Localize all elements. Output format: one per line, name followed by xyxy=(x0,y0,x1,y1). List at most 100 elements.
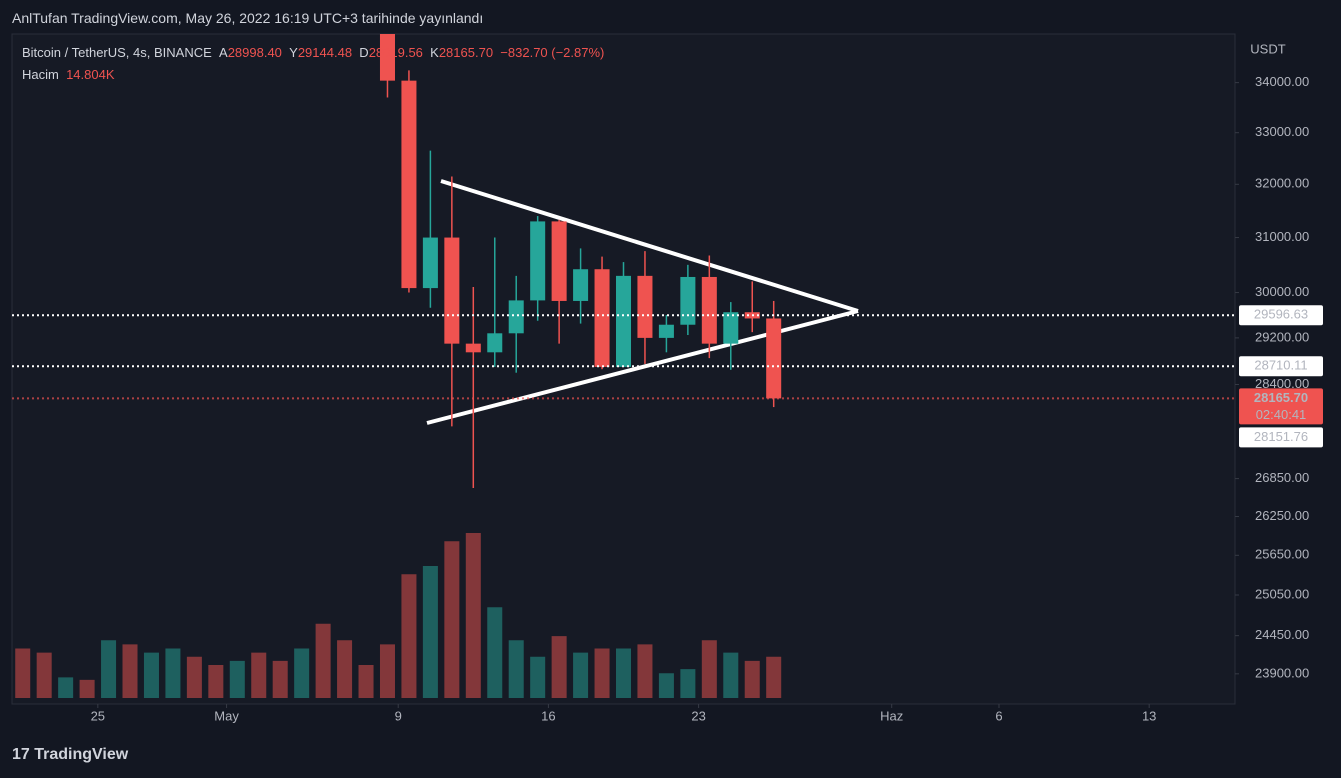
volume-bar xyxy=(315,623,331,698)
volume-bar xyxy=(744,660,760,698)
candle-body xyxy=(658,324,674,338)
x-tick-label: May xyxy=(214,708,239,723)
volume-bar xyxy=(637,644,653,698)
volume-bar xyxy=(36,652,52,698)
candle-body xyxy=(680,276,696,325)
y-tick-label: 29200.00 xyxy=(1255,329,1309,344)
volume-bar xyxy=(58,677,74,698)
candle-body xyxy=(723,312,739,344)
volume-bar xyxy=(594,648,610,698)
candle-body xyxy=(594,269,610,367)
volume-bar xyxy=(487,607,503,698)
y-tick-label: 33000.00 xyxy=(1255,124,1309,139)
volume-legend: Hacim 14.804K xyxy=(22,67,115,82)
volume-bar xyxy=(79,679,95,698)
x-tick-label: 23 xyxy=(691,708,705,723)
open-value: 28998.40 xyxy=(227,45,282,60)
volume-bar xyxy=(251,652,267,698)
triangle-upper-line xyxy=(440,179,859,313)
candle-body xyxy=(508,300,524,334)
countdown: 02:40:41 xyxy=(1256,407,1307,422)
volume-label: Hacim xyxy=(22,67,59,82)
volume-bar xyxy=(186,656,202,698)
y-tick-label: 30000.00 xyxy=(1255,284,1309,299)
volume-bar xyxy=(680,669,696,698)
price-badge-label: 28710.11 xyxy=(1254,358,1307,373)
volume-bar xyxy=(465,533,481,698)
x-tick-label: 16 xyxy=(541,708,555,723)
price-pane xyxy=(379,34,782,489)
plot-area xyxy=(11,33,1236,705)
price-badge xyxy=(1239,305,1323,326)
y-tick-label: 28400.00 xyxy=(1255,376,1309,391)
volume-bar xyxy=(658,673,674,698)
volume-bar xyxy=(508,640,524,698)
close-label: K xyxy=(430,45,439,60)
y-tick-label: 25650.00 xyxy=(1255,547,1309,562)
open-label: A xyxy=(219,45,228,60)
candle-body xyxy=(573,269,589,301)
volume-bar xyxy=(723,652,739,698)
volume-bar xyxy=(766,656,782,698)
price-badge xyxy=(1239,427,1323,448)
low-value: 28019.56 xyxy=(368,45,423,60)
volume-bar xyxy=(15,648,31,698)
high-label: Y xyxy=(289,45,298,60)
volume-bar xyxy=(272,660,288,698)
price-badge-label: 29596.63 xyxy=(1254,307,1308,322)
volume-bar xyxy=(444,541,460,698)
legend-row: Bitcoin / TetherUS, 4s, BINANCE A28998.4… xyxy=(22,45,604,60)
candle-body xyxy=(766,318,782,399)
publisher: AnlTufan TradingView.com, May 26, 2022 1… xyxy=(12,10,484,26)
candle-body xyxy=(465,343,481,353)
price-badge-label: 28151.76 xyxy=(1254,429,1308,444)
volume-bar xyxy=(143,652,159,698)
volume-bar xyxy=(379,644,395,698)
volume-value: 14.804K xyxy=(66,67,115,82)
candle-body xyxy=(530,221,546,301)
y-tick-label: 34000.00 xyxy=(1255,74,1309,89)
candle-body xyxy=(444,237,460,344)
y-tick-label: 31000.00 xyxy=(1255,229,1309,244)
x-tick-label: 25 xyxy=(91,708,105,723)
x-tick-label: Haz xyxy=(880,708,903,723)
volume-bar xyxy=(401,574,417,698)
volume-bar xyxy=(294,648,310,698)
y-tick-label: 24450.00 xyxy=(1255,627,1309,642)
candle-body xyxy=(637,275,653,338)
x-tick-label: 6 xyxy=(995,708,1002,723)
volume-bar xyxy=(229,660,245,698)
price-badge xyxy=(1239,388,1323,425)
currency-label: USDT xyxy=(1250,41,1285,56)
price-badge-label: 28165.70 xyxy=(1254,390,1308,405)
volume-bar xyxy=(337,640,353,698)
close-value: 28165.70 xyxy=(438,45,494,60)
price-badge xyxy=(1239,356,1323,377)
candle-body xyxy=(487,333,503,353)
candle-body xyxy=(401,80,417,289)
brand-name[interactable]: TradingView xyxy=(34,746,129,763)
candle-body xyxy=(551,221,567,301)
y-tick-label: 26850.00 xyxy=(1255,470,1309,485)
candle-body xyxy=(615,275,632,367)
volume-bar xyxy=(122,644,138,698)
y-tick-label: 26250.00 xyxy=(1255,508,1309,523)
change-value: −832.70 (−2.87%) xyxy=(500,45,605,60)
low-label: D xyxy=(359,45,369,60)
volume-bar xyxy=(208,665,224,698)
symbol: Bitcoin / TetherUS, 4s, BINANCE xyxy=(22,45,212,60)
volume-bar xyxy=(358,665,374,698)
volume-bar xyxy=(701,640,717,698)
y-tick-label: 23900.00 xyxy=(1255,665,1309,680)
volume-bar xyxy=(573,652,589,698)
x-tick-label: 13 xyxy=(1142,708,1156,723)
candle-body xyxy=(701,276,717,344)
volume-bar xyxy=(422,566,438,698)
y-tick-label: 25050.00 xyxy=(1255,586,1309,601)
candle-body xyxy=(379,34,395,81)
brand[interactable]: 17 TradingView xyxy=(12,746,129,763)
x-tick-label: 9 xyxy=(395,708,402,723)
volume-bar xyxy=(551,636,567,698)
